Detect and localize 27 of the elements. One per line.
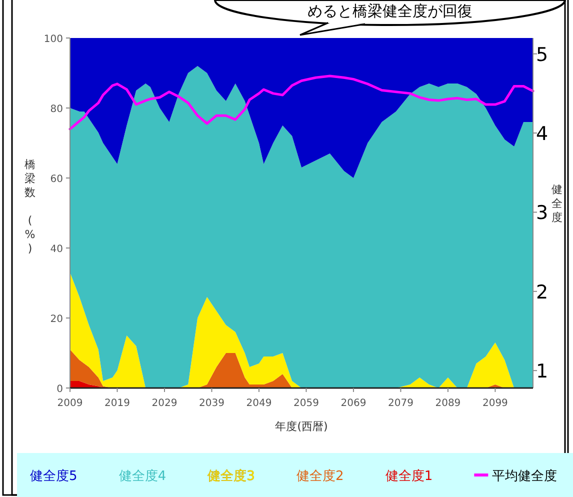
y-tick-label: 100 [44,34,63,45]
y-tick-label: 60 [50,174,63,185]
x-tick-label: 2009 [57,398,83,409]
x-tick-label: 2069 [340,398,366,409]
y-tick-label: 20 [50,314,63,325]
x-tick-label: 2039 [199,398,224,409]
y2-tick-label: 1 [536,360,548,383]
y-tick-label: 40 [50,244,63,255]
legend-label: 平均健全度 [492,468,558,484]
x-tick-label: 2089 [435,398,461,409]
y2-tick-label: 4 [536,123,548,146]
x-tick-label: 2049 [246,398,272,409]
legend: 健全度5 健全度4 健全度3 健全度2 健全度1 平均健全度 [17,453,573,497]
x-tick-label: 2029 [152,398,178,409]
y2-tick-label: 5 [536,44,548,66]
y2-tick-label: 3 [536,202,548,224]
x-axis-title: 年度(西暦) [275,420,328,433]
y2-tick-label: 2 [536,281,548,304]
y2-axis-title: 健全度 [552,183,562,224]
y-axis-title: 橋梁数 (%) [24,158,36,255]
x-tick-label: 2019 [104,398,130,409]
x-tick-label: 2079 [388,398,414,409]
y-tick-label: 0 [56,384,63,395]
callout: めると橋梁健全度が回復 [214,0,566,36]
x-tick-label: 2059 [294,398,319,409]
y-tick-label: 80 [50,104,63,115]
x-tick-label: 2099 [482,398,508,409]
